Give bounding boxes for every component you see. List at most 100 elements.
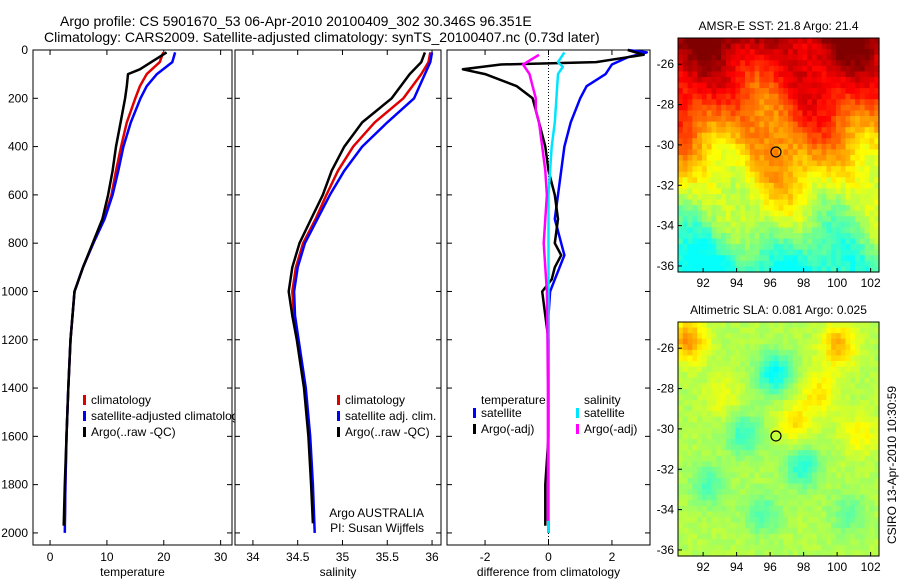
amsre-sst-heatmap-cell <box>768 266 775 273</box>
amsre-sst-heatmap-cell <box>792 60 799 67</box>
amsre-sst-heatmap-cell <box>735 99 741 106</box>
altimetric-sla-heatmap-cell <box>711 411 717 418</box>
amsre-sst-heatmap-cell <box>850 93 856 100</box>
amsre-sst-heatmap-cell <box>859 216 866 223</box>
amsre-sst-heatmap-cell <box>759 132 765 139</box>
altimetric-sla-heatmap-cell <box>826 450 832 457</box>
altimetric-sla-heatmap-cell <box>716 361 722 368</box>
amsre-sst-heatmap-cell <box>678 182 684 190</box>
amsre-sst-heatmap-cell <box>826 99 832 106</box>
amsre-sst-heatmap-cell <box>802 127 808 134</box>
amsre-sst-heatmap-cell <box>745 60 751 67</box>
altimetric-sla-heatmap-cell <box>735 483 741 490</box>
diff-legend-temp-satellite-label: satellite <box>481 406 522 420</box>
altimetric-sla-heatmap-cell <box>687 461 693 468</box>
amsre-sst-heatmap-cell <box>816 177 823 184</box>
altimetric-sla-heatmap-cell <box>730 388 737 396</box>
amsre-sst-heatmap-cell <box>831 121 837 128</box>
amsre-sst-heatmap-cell <box>773 60 780 67</box>
amsre-sst-heatmap-cell <box>706 77 713 84</box>
altimetric-sla-heatmap-cell <box>821 544 827 552</box>
amsre-sst-heatmap-cell <box>826 77 832 84</box>
amsre-sst-heatmap-cell <box>874 194 880 201</box>
altimetric-sla-heatmap-cell <box>826 427 832 435</box>
altimetric-sla-heatmap-cell <box>687 505 693 513</box>
amsre-sst-heatmap-cell <box>687 49 693 56</box>
altimetric-sla-heatmap-cell <box>711 494 717 501</box>
altimetric-sla-heatmap-cell <box>721 544 727 552</box>
amsre-sst-heatmap-cell <box>740 166 746 173</box>
amsre-sst-heatmap-cell <box>855 77 861 84</box>
altimetric-sla-heatmap-cell <box>682 361 689 368</box>
amsre-sst-heatmap-cell <box>826 255 832 262</box>
amsre-sst-heatmap-cell <box>725 188 732 195</box>
altimetric-sla-heatmap-cell <box>812 344 818 351</box>
amsre-sst-heatmap-cell <box>682 99 689 106</box>
amsre-sst-heatmap-cell <box>706 132 713 139</box>
altimetric-sla-heatmap-cell <box>735 505 741 513</box>
altimetric-sla-heatmap-cell <box>716 461 722 468</box>
altimetric-sla-heatmap-cell <box>797 444 804 451</box>
altimetric-sla-heatmap-cell <box>749 349 756 357</box>
altimetric-sla-heatmap-cell <box>797 372 804 379</box>
altimetric-sla-heatmap-cell <box>778 349 784 357</box>
altimetric-sla-heatmap-cell <box>869 444 875 451</box>
altimetric-sla-heatmap-cell <box>687 422 693 429</box>
amsre-sst-heatmap-cell <box>721 49 727 56</box>
amsre-sst-heatmap-cell <box>826 127 832 134</box>
altimetric-sla-heatmap-cell <box>711 455 717 462</box>
amsre-sst-heatmap-cell <box>678 238 684 245</box>
altimetric-sla-heatmap-cell <box>735 333 741 340</box>
amsre-sst-heatmap-cell <box>797 143 804 151</box>
amsre-sst-heatmap-cell <box>859 210 866 217</box>
altimetric-sla-heatmap-cell <box>706 361 713 368</box>
altimetric-sla-heatmap-cell <box>730 478 737 485</box>
amsre-sst-heatmap-cell <box>778 216 784 223</box>
amsre-sst-heatmap-cell <box>874 177 880 184</box>
altimetric-sla-heatmap-cell <box>821 455 827 462</box>
amsre-sst-heatmap-cell <box>764 177 770 184</box>
altimetric-sla-heatmap-cell <box>697 405 703 412</box>
amsre-sst-heatmap-cell <box>859 266 866 273</box>
amsre-sst-heatmap-cell <box>749 88 756 95</box>
altimetric-sla-heatmap-cell <box>687 439 693 446</box>
amsre-sst-heatmap-cell <box>845 38 851 45</box>
amsre-sst-heatmap-cell <box>687 132 693 139</box>
amsre-sst-heatmap-cell <box>745 82 751 89</box>
amsre-sst-heatmap-cell <box>812 88 818 95</box>
altimetric-sla-heatmap-cell <box>874 344 880 351</box>
amsre-sst-heatmap-cell <box>835 182 842 190</box>
altimetric-sla-heatmap-cell <box>831 361 837 368</box>
amsre-sst-heatmap-cell <box>687 166 693 173</box>
amsre-sst-heatmap-cell <box>788 60 794 67</box>
altimetric-sla-heatmap-cell <box>678 472 684 479</box>
altimetric-sla-heatmap-cell <box>855 517 861 524</box>
amsre-sst-heatmap-cell <box>855 160 861 167</box>
altimetric-sla-heatmap-cell <box>682 439 689 446</box>
altimetric-sla-heatmap-cell <box>749 500 756 507</box>
amsre-sst-heatmap-cell <box>855 194 861 201</box>
altimetric-sla-heatmap-cell <box>864 361 871 368</box>
altimetric-sla-heatmap-cell <box>807 400 813 407</box>
altimetric-sla-heatmap-cell <box>788 505 794 513</box>
amsre-sst-heatmap-cell <box>835 227 842 234</box>
altimetric-sla-heatmap-cell <box>783 355 789 362</box>
amsre-sst-heatmap-cell <box>850 116 856 123</box>
altimetric-sla-heatmap-cell <box>682 322 689 329</box>
amsre-sst-heatmap-cell <box>754 221 760 229</box>
amsre-sst-heatmap-cell <box>768 199 775 206</box>
amsre-sst-heatmap-cell <box>831 38 837 45</box>
altimetric-sla-heatmap-cell <box>850 394 856 401</box>
amsre-sst-heatmap-cell <box>788 38 794 45</box>
altimetric-sla-heatmap-cell <box>730 422 737 429</box>
altimetric-sla-heatmap-cell <box>821 533 827 540</box>
altimetric-sla-xtick-label: 94 <box>730 560 744 574</box>
amsre-sst-heatmap-cell <box>716 138 722 145</box>
altimetric-sla-heatmap-cell <box>711 400 717 407</box>
amsre-sst-heatmap-cell <box>725 255 732 262</box>
amsre-sst-heatmap-cell <box>816 194 823 201</box>
amsre-sst-heatmap-cell <box>864 49 871 56</box>
amsre-sst-heatmap-cell <box>845 99 851 106</box>
altimetric-sla-heatmap-cell <box>859 483 866 490</box>
amsre-sst-heatmap-cell <box>864 166 871 173</box>
